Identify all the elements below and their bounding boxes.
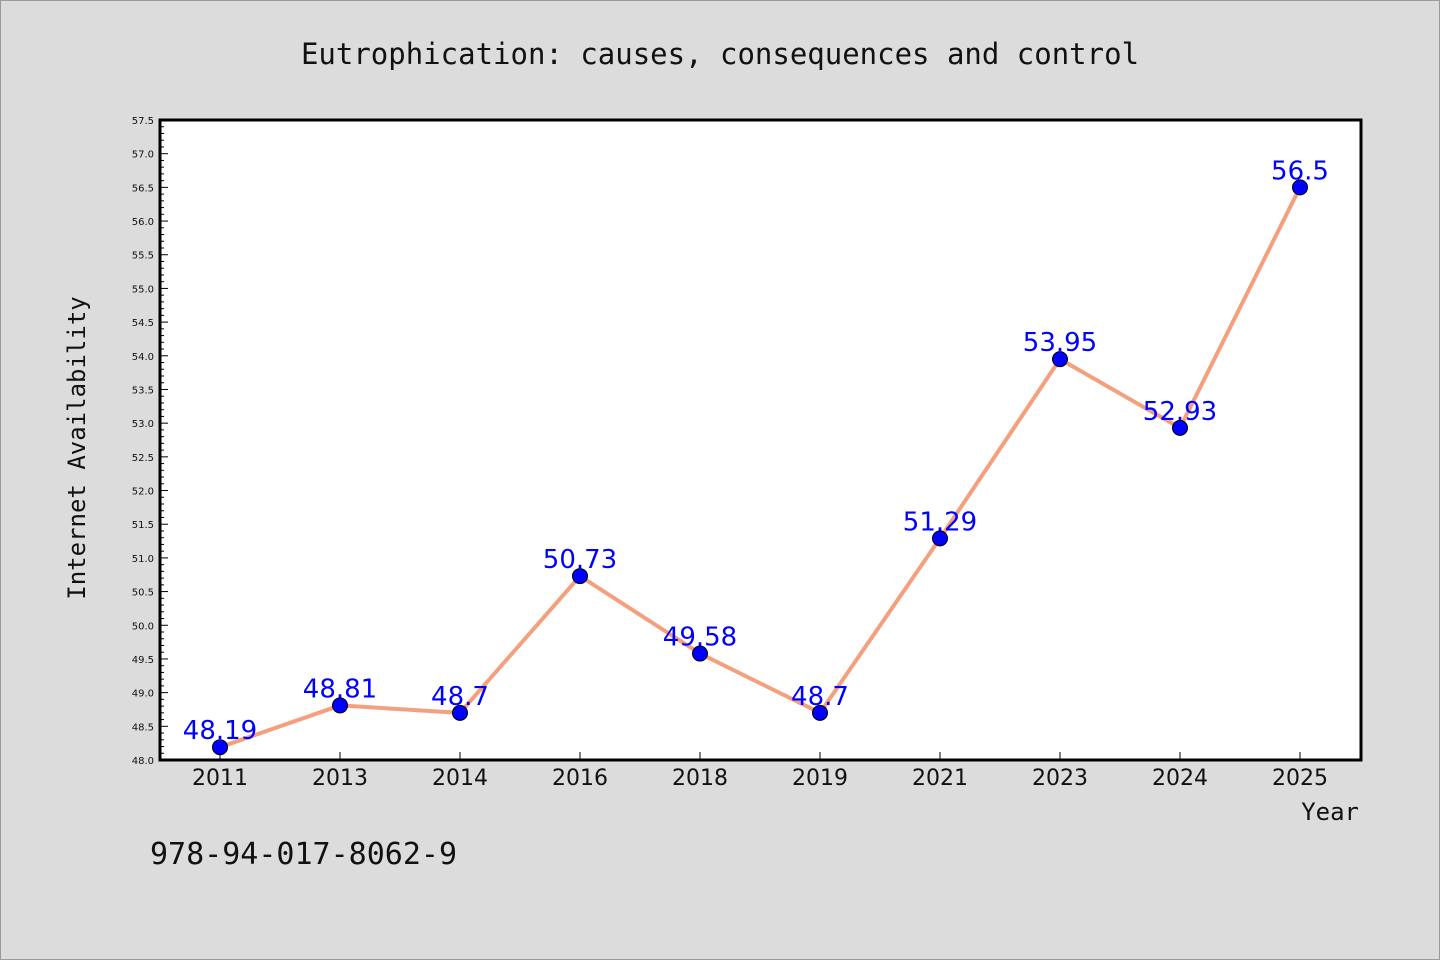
y-tick-label: 56.0 bbox=[132, 217, 154, 228]
data-label: 48.7 bbox=[431, 682, 489, 712]
y-tick-label: 55.5 bbox=[132, 251, 154, 262]
data-point bbox=[932, 530, 948, 547]
y-tick-label: 48.0 bbox=[132, 756, 154, 767]
data-point bbox=[452, 704, 468, 721]
data-label: 51.29 bbox=[903, 507, 977, 537]
x-tick-label: 2019 bbox=[792, 766, 848, 791]
y-tick-label: 56.5 bbox=[132, 183, 154, 194]
data-markers bbox=[212, 179, 1308, 756]
series-line bbox=[219, 186, 1302, 750]
data-label: 52.93 bbox=[1143, 397, 1217, 427]
data-point bbox=[572, 568, 588, 585]
y-tick-label: 54.5 bbox=[132, 318, 154, 329]
y-axis-label: Internet Availability bbox=[63, 296, 91, 599]
y-tick-label: 55.0 bbox=[132, 284, 154, 295]
y-tick-label: 51.5 bbox=[132, 520, 154, 531]
y-tick-label: 57.5 bbox=[132, 116, 154, 127]
x-tick-label: 2018 bbox=[672, 766, 728, 791]
y-tick-label: 53.5 bbox=[132, 385, 154, 396]
y-tick-label: 53.0 bbox=[132, 419, 154, 430]
x-axis-label: Year bbox=[1301, 798, 1359, 826]
y-tick-label: 54.0 bbox=[132, 352, 154, 363]
y-tick-label: 57.0 bbox=[132, 150, 154, 161]
data-label: 50.73 bbox=[543, 545, 617, 575]
x-tick-label: 2013 bbox=[312, 766, 368, 791]
x-tick-label: 2021 bbox=[912, 766, 968, 791]
data-labels: 48.19 48.81 48.7 50.73 49.58 48.7 51.29 53.95 52… bbox=[183, 156, 1329, 746]
series-polyline bbox=[219, 186, 1302, 750]
data-point bbox=[1292, 179, 1308, 196]
data-label: 48.81 bbox=[303, 674, 377, 704]
plot-area bbox=[158, 118, 1363, 762]
data-label: 48.7 bbox=[791, 682, 849, 712]
chart-title: Eutrophication: causes, consequences and… bbox=[301, 37, 1139, 71]
data-point bbox=[1172, 419, 1188, 436]
data-label: 49.58 bbox=[663, 623, 737, 653]
y-tick-label: 48.5 bbox=[132, 722, 154, 733]
data-point bbox=[332, 697, 348, 714]
x-tick-label: 2014 bbox=[432, 766, 488, 791]
x-tick-label: 2023 bbox=[1032, 766, 1088, 791]
isbn-footnote: 978-94-017-8062-9 bbox=[150, 837, 457, 872]
data-label: 53.95 bbox=[1023, 328, 1097, 358]
data-label: 48.19 bbox=[183, 716, 257, 746]
x-tick-label: 2011 bbox=[192, 766, 248, 791]
data-point bbox=[692, 645, 708, 662]
y-axis: 48.0 48.5 49.0 49.5 50.0 50.5 51.0 51.5 52.0 52.5… bbox=[132, 116, 168, 767]
data-point bbox=[1052, 351, 1068, 368]
y-tick-label: 52.5 bbox=[132, 453, 154, 464]
x-tick-label: 2025 bbox=[1272, 766, 1328, 791]
y-tick-label: 52.0 bbox=[132, 487, 154, 498]
data-point bbox=[812, 704, 828, 721]
x-tick-label: 2016 bbox=[552, 766, 608, 791]
y-tick-label: 49.0 bbox=[132, 689, 154, 700]
data-label: 56.5 bbox=[1271, 156, 1329, 186]
y-tick-label: 50.0 bbox=[132, 621, 154, 632]
x-axis: 2011 2013 2014 2016 2018 2019 2021 2023 2024 2025 bbox=[192, 752, 1328, 791]
y-tick-label: 51.0 bbox=[132, 554, 154, 565]
y-tick-label: 49.5 bbox=[132, 655, 154, 666]
y-tick-label: 50.5 bbox=[132, 588, 154, 599]
data-point bbox=[212, 739, 228, 756]
x-tick-label: 2024 bbox=[1152, 766, 1208, 791]
